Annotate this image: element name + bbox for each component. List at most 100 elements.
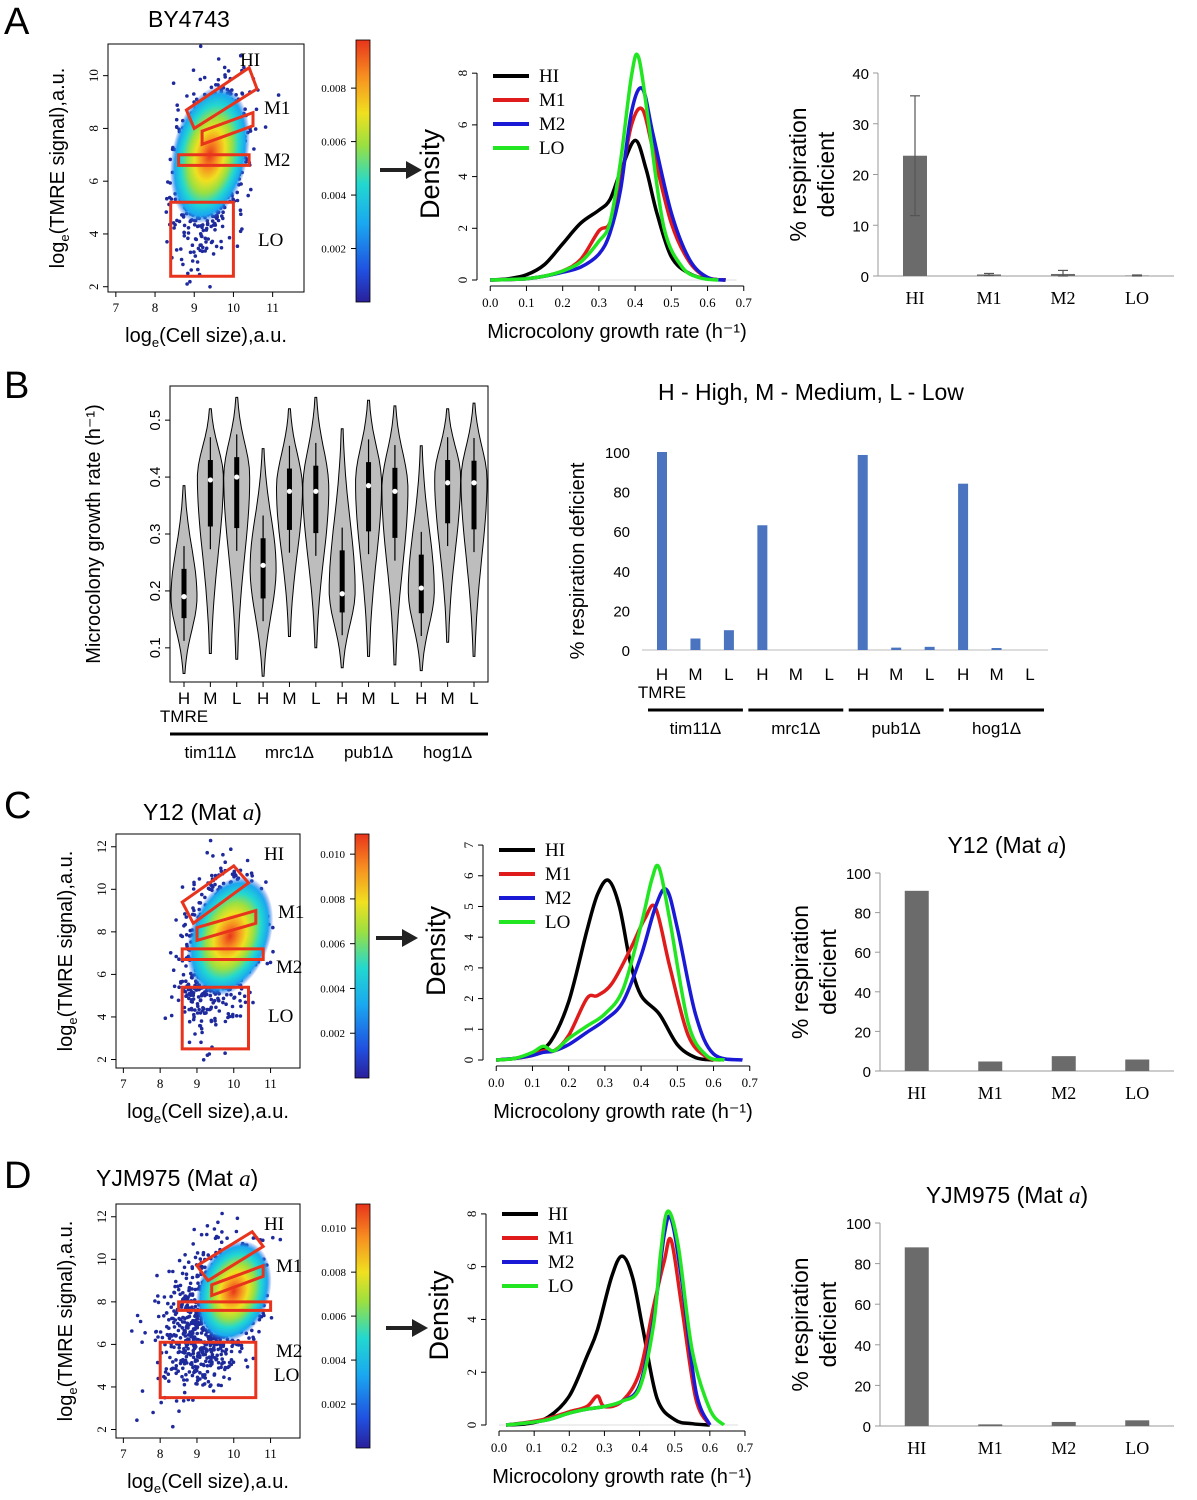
- violin-iqr-box: [181, 568, 187, 619]
- y-axis-title-sub: e: [65, 1017, 80, 1024]
- violin-iqr-box: [207, 460, 213, 527]
- scatter-point: [186, 226, 191, 230]
- scatter-point: [271, 949, 275, 954]
- scatter-point: [221, 996, 226, 1001]
- scatter-point: [192, 223, 197, 227]
- scatter-point: [177, 219, 182, 224]
- y-tick-label: 4: [86, 230, 101, 237]
- scatter-point: [168, 951, 173, 955]
- scatter-point: [225, 1236, 229, 1240]
- y-tick-label: 6: [464, 1263, 479, 1270]
- scatter-point: [138, 1319, 143, 1324]
- scatter-point: [174, 1279, 178, 1284]
- density-line-hi: [506, 1254, 710, 1427]
- x-axis-title: loge(Cell size),a.u.: [127, 1101, 289, 1126]
- legend-label-m2: M2: [548, 1252, 574, 1273]
- x-tick-label: 0.5: [669, 1075, 685, 1090]
- legend-label-lo: LO: [548, 1276, 573, 1297]
- colorbar-gradient: [355, 1203, 371, 1449]
- scatter-point: [205, 1224, 210, 1228]
- scatter-point: [192, 1336, 197, 1340]
- y-tick-label: 0.5: [147, 410, 164, 431]
- scatter-point: [226, 1012, 231, 1016]
- scatter-point: [171, 968, 176, 972]
- y-tick-label: 0.2: [147, 580, 164, 601]
- scatter-point: [153, 1299, 157, 1303]
- scatter-point: [182, 1382, 187, 1387]
- scatter-point: [223, 75, 227, 79]
- scatter-point: [183, 1334, 188, 1338]
- scatter-point: [278, 1237, 283, 1242]
- scatter-point: [239, 1004, 243, 1009]
- legend-label-hi: HI: [545, 840, 565, 861]
- scatter-point: [265, 961, 270, 966]
- group-label: tim11Δ: [670, 719, 722, 738]
- scatter-point: [193, 1255, 198, 1260]
- bar: [690, 638, 701, 650]
- y-tick-label: 20: [852, 168, 869, 185]
- scatter-point: [254, 107, 259, 112]
- violin-iqr-box: [471, 460, 477, 530]
- bar-hi: [904, 1247, 929, 1426]
- scatter-point: [223, 1019, 228, 1024]
- scatter-point: [171, 1360, 175, 1364]
- gate-label-hi: HI: [264, 844, 284, 865]
- scatter-point: [187, 1288, 191, 1293]
- scatter-point: [185, 1378, 189, 1382]
- gate-hi: [194, 1229, 266, 1283]
- bar-m2: [1051, 1056, 1076, 1071]
- legend-label-hi: HI: [548, 1204, 568, 1225]
- legend-label-m2: M2: [545, 888, 571, 909]
- y-tick-label: 2: [464, 1369, 479, 1376]
- scatter-point: [216, 1366, 221, 1370]
- y-tick-label: 8: [94, 1299, 109, 1306]
- scatter-point: [204, 1359, 208, 1364]
- x-category-label: L: [232, 689, 241, 708]
- scatter-point: [198, 1377, 202, 1381]
- group-label: pub1Δ: [872, 719, 921, 738]
- x-tick-label: 10: [227, 1076, 240, 1091]
- x-tick-label: 0.4: [633, 1075, 650, 1090]
- x-tick-label: 0.3: [597, 1075, 613, 1090]
- x-tick-label: 0.1: [524, 1075, 540, 1090]
- scatter-point: [174, 918, 178, 922]
- scatter-point: [180, 1326, 185, 1330]
- scatter-point: [184, 1354, 189, 1359]
- scatter-point: [181, 1291, 185, 1295]
- scatter-point: [191, 1242, 195, 1246]
- density-line-m1: [490, 106, 726, 282]
- scatter-point: [181, 262, 185, 267]
- scatter-point: [193, 1032, 197, 1036]
- scatter-point: [191, 1398, 195, 1402]
- bar-hi: [904, 890, 929, 1071]
- scatter-point: [182, 924, 186, 928]
- x-axis-title: loge(Cell size),a.u.: [125, 325, 287, 350]
- x-axis-title-sub: e: [152, 335, 159, 350]
- scatter-point: [177, 985, 181, 989]
- scatter-point: [177, 1343, 181, 1347]
- bar: [857, 454, 868, 650]
- panel-letter-b: B: [4, 365, 29, 407]
- x-tick-label: 11: [266, 300, 279, 315]
- y-tick-label: 6: [86, 177, 101, 184]
- scatter-point: [198, 1257, 203, 1261]
- scatter-point: [183, 1010, 187, 1014]
- scatter-point: [156, 1335, 160, 1339]
- y-tick-label: 20: [854, 1378, 871, 1395]
- x-axis-title-log: log: [125, 325, 152, 347]
- scatter-point: [200, 1030, 204, 1035]
- bar: [891, 647, 902, 650]
- x-tick-label: 9: [191, 300, 198, 315]
- x-category-label: M2: [1051, 1438, 1076, 1458]
- tmre-label: TMRE: [638, 683, 686, 702]
- scatter-point: [188, 1362, 193, 1366]
- scatter-point: [178, 1283, 183, 1288]
- scatter-point: [224, 1002, 228, 1006]
- scatter-point: [253, 127, 258, 131]
- scatter-point: [210, 873, 214, 878]
- scatter-point: [180, 979, 185, 984]
- scatter-point: [187, 1040, 192, 1045]
- scatter-point: [221, 852, 225, 857]
- scatter-point: [182, 1320, 187, 1324]
- y-axis-title-log: log: [55, 1395, 77, 1422]
